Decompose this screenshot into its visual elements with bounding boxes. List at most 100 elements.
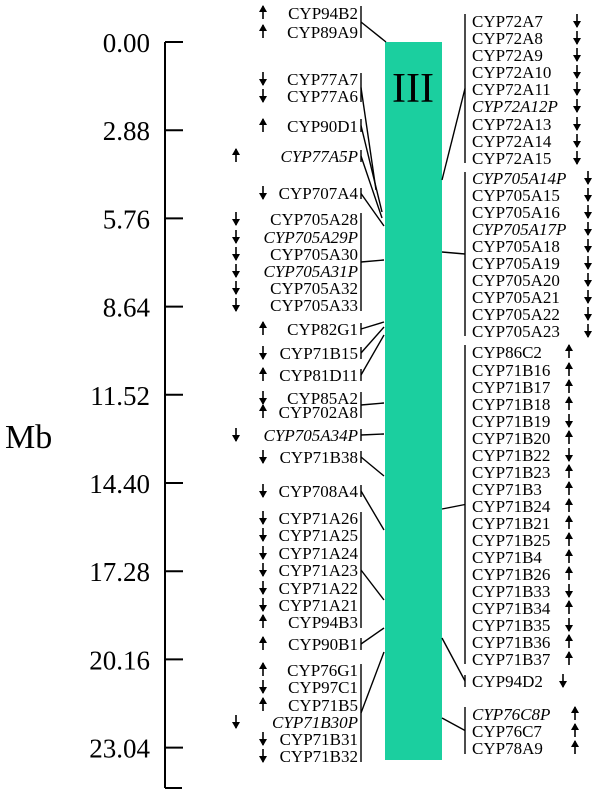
down-arrow-icon	[232, 298, 240, 312]
gene-label: CYP705A28	[270, 210, 358, 229]
gene-entry: CYP71B25	[472, 531, 573, 550]
chromosome-label: III	[392, 66, 434, 112]
down-arrow-icon	[565, 584, 573, 598]
down-arrow-icon	[259, 484, 267, 498]
down-arrow-icon	[573, 14, 581, 28]
down-arrow-icon	[259, 528, 267, 542]
gene-label: CYP94B3	[288, 613, 358, 632]
gene-entry: CYP71B5	[259, 696, 358, 715]
gene-entry: CYP94B3	[259, 613, 358, 632]
up-arrow-icon	[565, 344, 573, 358]
up-arrow-icon	[565, 651, 573, 665]
up-arrow-icon	[565, 396, 573, 410]
gene-label: CYP85A2	[287, 389, 358, 408]
gene-label: CYP705A16	[472, 203, 560, 222]
gene-label: CYP78A9	[472, 739, 543, 758]
gene-entry: CYP71B26	[472, 565, 573, 584]
gene-entry: CYP71B17	[472, 378, 573, 397]
down-arrow-icon	[573, 151, 581, 165]
gene-label: CYP705A30	[270, 245, 358, 264]
gene-entry: CYP72A11	[472, 80, 581, 99]
gene-label: CYP94D2	[472, 672, 543, 691]
gene-entry: CYP94D2	[472, 672, 567, 691]
gene-label: CYP72A15	[472, 149, 551, 168]
gene-label: CYP705A14P	[472, 169, 566, 188]
gene-entry: CYP72A8	[472, 29, 581, 48]
gene-entry: CYP71B3	[472, 480, 573, 499]
gene-entry: CYP705A15	[472, 186, 592, 205]
gene-entry: CYP708A4	[259, 482, 358, 501]
gene-label: CYP71A21	[279, 596, 358, 615]
gene-label: CYP705A31P	[264, 262, 358, 281]
up-arrow-icon	[565, 566, 573, 580]
down-arrow-icon	[584, 273, 592, 287]
down-arrow-icon	[584, 256, 592, 270]
gene-entry: CYP71B33	[472, 582, 573, 601]
gene-label: CYP705A15	[472, 186, 560, 205]
gene-label: CYP71B34	[472, 599, 551, 618]
gene-entry: CYP72A7	[472, 12, 581, 31]
up-arrow-icon	[259, 24, 267, 38]
gene-label: CYP71B19	[472, 412, 550, 431]
down-arrow-icon	[584, 290, 592, 304]
gene-entry: CYP71B16	[472, 361, 573, 380]
leader-line	[360, 627, 385, 645]
down-arrow-icon	[584, 188, 592, 202]
gene-label: CYP71B30P	[272, 713, 358, 732]
gene-entry: CYP71A21	[259, 596, 358, 615]
gene-label: CYP89A9	[287, 23, 358, 42]
up-arrow-icon	[259, 662, 267, 676]
tick-label: 8.64	[103, 293, 151, 323]
gene-label: CYP705A21	[472, 288, 560, 307]
gene-entry: CYP702A8	[259, 403, 358, 422]
gene-entry: CYP72A14	[472, 132, 581, 151]
gene-label: CYP71B37	[472, 650, 551, 669]
gene-entry: CYP77A7	[259, 70, 358, 89]
gene-label: CYP72A11	[472, 80, 551, 99]
up-arrow-icon	[259, 614, 267, 628]
gene-entry: CYP71A26	[259, 509, 358, 528]
leader-line	[360, 125, 383, 213]
gene-label: CYP77A6	[287, 87, 358, 106]
gene-entry: CYP705A28	[232, 210, 358, 229]
tick-label: 0.00	[103, 28, 150, 58]
up-arrow-icon	[565, 549, 573, 563]
tick-label: 20.16	[89, 645, 150, 675]
gene-label: CYP71B21	[472, 514, 550, 533]
gene-label: CYP77A7	[287, 70, 358, 89]
gene-entry: CYP72A10	[472, 63, 581, 82]
down-arrow-icon	[259, 680, 267, 694]
gene-entry: CYP81D11	[259, 366, 358, 385]
gene-label: CYP71A23	[279, 561, 358, 580]
gene-entry: CYP705A21	[472, 288, 592, 307]
gene-label: CYP76C8P	[472, 705, 550, 724]
down-arrow-icon	[584, 307, 592, 321]
axis-label: Mb	[5, 419, 52, 456]
gene-entry: CYP76C8P	[472, 705, 579, 724]
gene-entry: CYP85A2	[259, 389, 358, 408]
gene-entry: CYP71B38	[259, 448, 358, 467]
up-arrow-icon	[232, 148, 240, 162]
down-arrow-icon	[259, 546, 267, 560]
up-arrow-icon	[571, 740, 579, 754]
down-arrow-icon	[259, 511, 267, 525]
up-arrow-icon	[565, 600, 573, 614]
gene-label: CYP76C7	[472, 722, 542, 741]
down-arrow-icon	[573, 31, 581, 45]
gene-entry: CYP82G1	[259, 320, 358, 339]
gene-entry: CYP90B1	[259, 635, 358, 654]
gene-label: CYP705A29P	[264, 228, 358, 247]
gene-label: CYP705A22	[472, 305, 560, 324]
gene-label: CYP71B23	[472, 463, 550, 482]
up-arrow-icon	[565, 481, 573, 495]
down-arrow-icon	[259, 749, 267, 763]
down-arrow-icon	[259, 563, 267, 577]
gene-entry: CYP71B37	[472, 650, 573, 669]
leader-line	[360, 21, 387, 43]
gene-label: CYP71B4	[472, 548, 542, 567]
gene-entry: CYP97C1	[259, 678, 358, 697]
gene-label: CYP71B15	[280, 344, 358, 363]
gene-entry: CYP705A16	[472, 203, 592, 222]
down-arrow-icon	[565, 618, 573, 632]
